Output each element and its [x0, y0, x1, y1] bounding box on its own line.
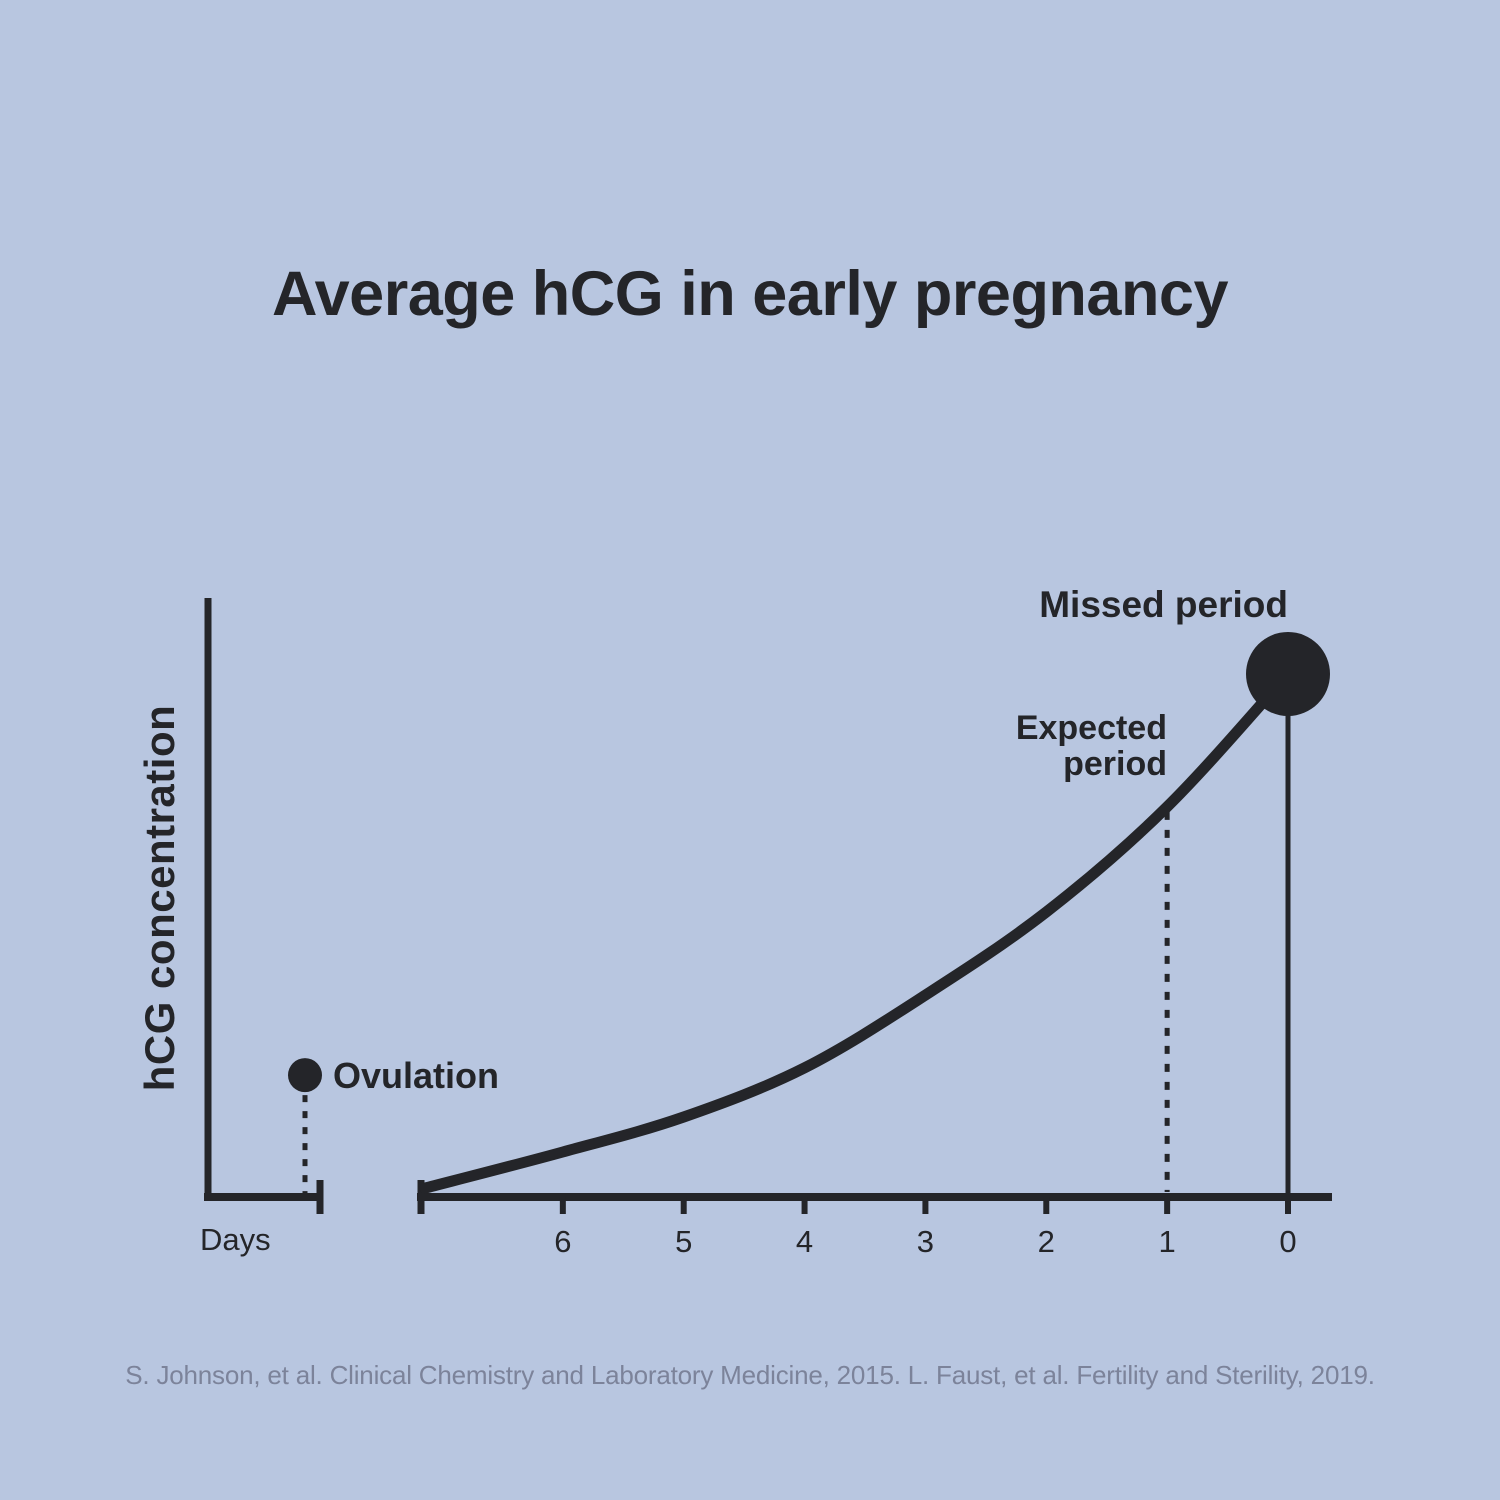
expected-period-annotation-label: Expected period — [767, 710, 1167, 782]
x-tick-label-4: 4 — [795, 1224, 814, 1259]
x-tick-label-0: 0 — [1279, 1224, 1297, 1259]
x-axis-label: Days — [200, 1222, 271, 1257]
page-title: Average hCG in early pregnancy — [271, 259, 1229, 329]
x-tick-label-6: 6 — [554, 1224, 572, 1259]
x-tick-label-3: 3 — [916, 1224, 935, 1259]
x-tick-label-2: 2 — [1037, 1224, 1055, 1259]
missed-period-dot — [1246, 632, 1330, 716]
y-axis-label: hCG concentration — [136, 704, 183, 1092]
hcg-curve — [419, 668, 1294, 1194]
source-citation: S. Johnson, et al. Clinical Chemistry an… — [125, 1360, 1375, 1390]
ovulation-dot — [288, 1058, 322, 1093]
x-tick-label-1: 1 — [1158, 1224, 1176, 1259]
ovulation-annotation-label: Ovulation — [333, 1055, 500, 1096]
missed-period-annotation-label: Missed period — [1039, 584, 1288, 625]
x-tick-label-5: 5 — [675, 1224, 693, 1259]
expected-period-line-1: Expected — [1015, 709, 1167, 747]
expected-period-line-2: period — [1063, 745, 1167, 783]
